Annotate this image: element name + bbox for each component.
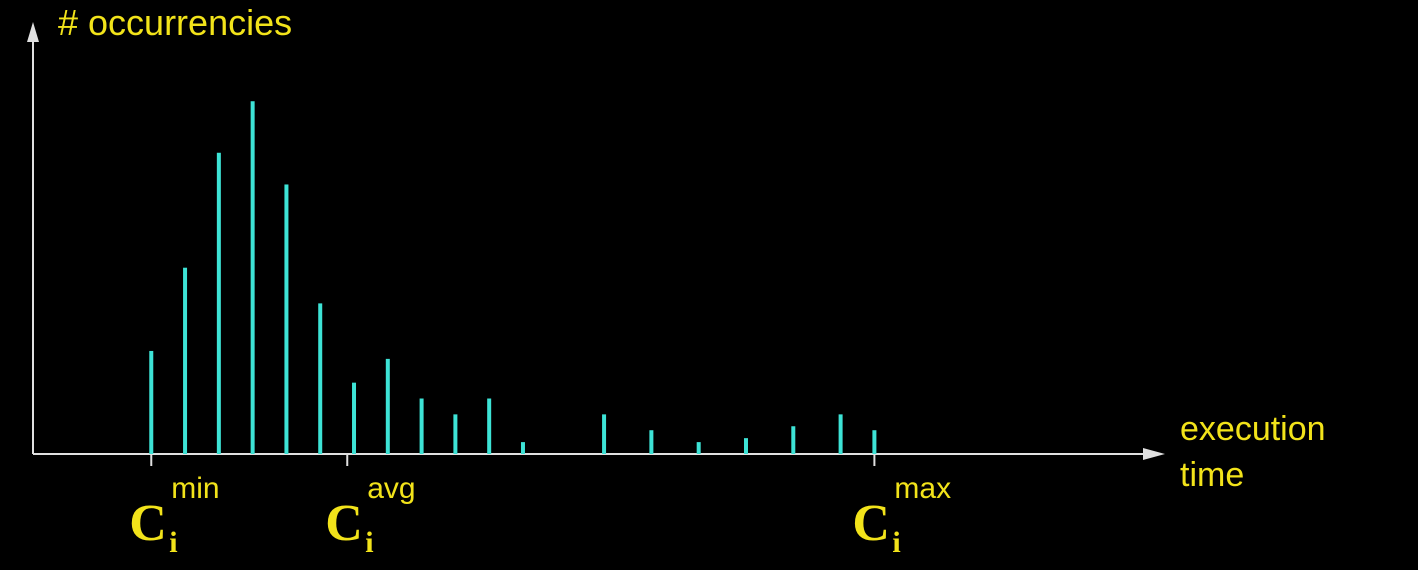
marker-superscript: avg: [367, 472, 416, 505]
bar-1: [149, 350, 154, 454]
bar-17: [791, 426, 796, 454]
bar-4: [250, 101, 255, 455]
x-axis-label-line-1: execution: [1180, 410, 1326, 448]
bar-3: [216, 152, 221, 454]
y-axis-label: # occurrencies: [58, 2, 293, 43]
bar-5: [284, 184, 289, 455]
y-axis-arrow: [27, 22, 39, 42]
bar-15: [696, 442, 701, 454]
bars-group: [149, 101, 877, 455]
marker-symbol: C: [129, 495, 167, 552]
bar-14: [649, 430, 654, 454]
bar-6: [318, 303, 323, 454]
x-axis-label: execution time: [1180, 406, 1326, 498]
bar-8: [385, 358, 390, 454]
marker-symbol: C: [325, 495, 363, 552]
bar-2: [183, 267, 188, 454]
bar-10: [453, 414, 458, 454]
bar-11: [487, 398, 492, 454]
bar-19: [872, 430, 877, 454]
bar-16: [743, 438, 748, 454]
marker-subscript: i: [169, 526, 178, 559]
bar-9: [419, 398, 424, 454]
marker-symbol: C: [852, 495, 890, 552]
bar-12: [520, 442, 525, 454]
bar-18: [838, 414, 843, 454]
x-axis-arrow: [1143, 448, 1165, 460]
bar-13: [602, 414, 607, 454]
marker-superscript: max: [894, 472, 952, 505]
marker-ticks-group: [150, 454, 876, 466]
bar-7: [352, 382, 357, 454]
marker-subscript: i: [892, 526, 901, 559]
x-axis-label-line-2: time: [1180, 456, 1245, 494]
marker-subscript: i: [365, 526, 374, 559]
marker-superscript: min: [171, 472, 220, 505]
